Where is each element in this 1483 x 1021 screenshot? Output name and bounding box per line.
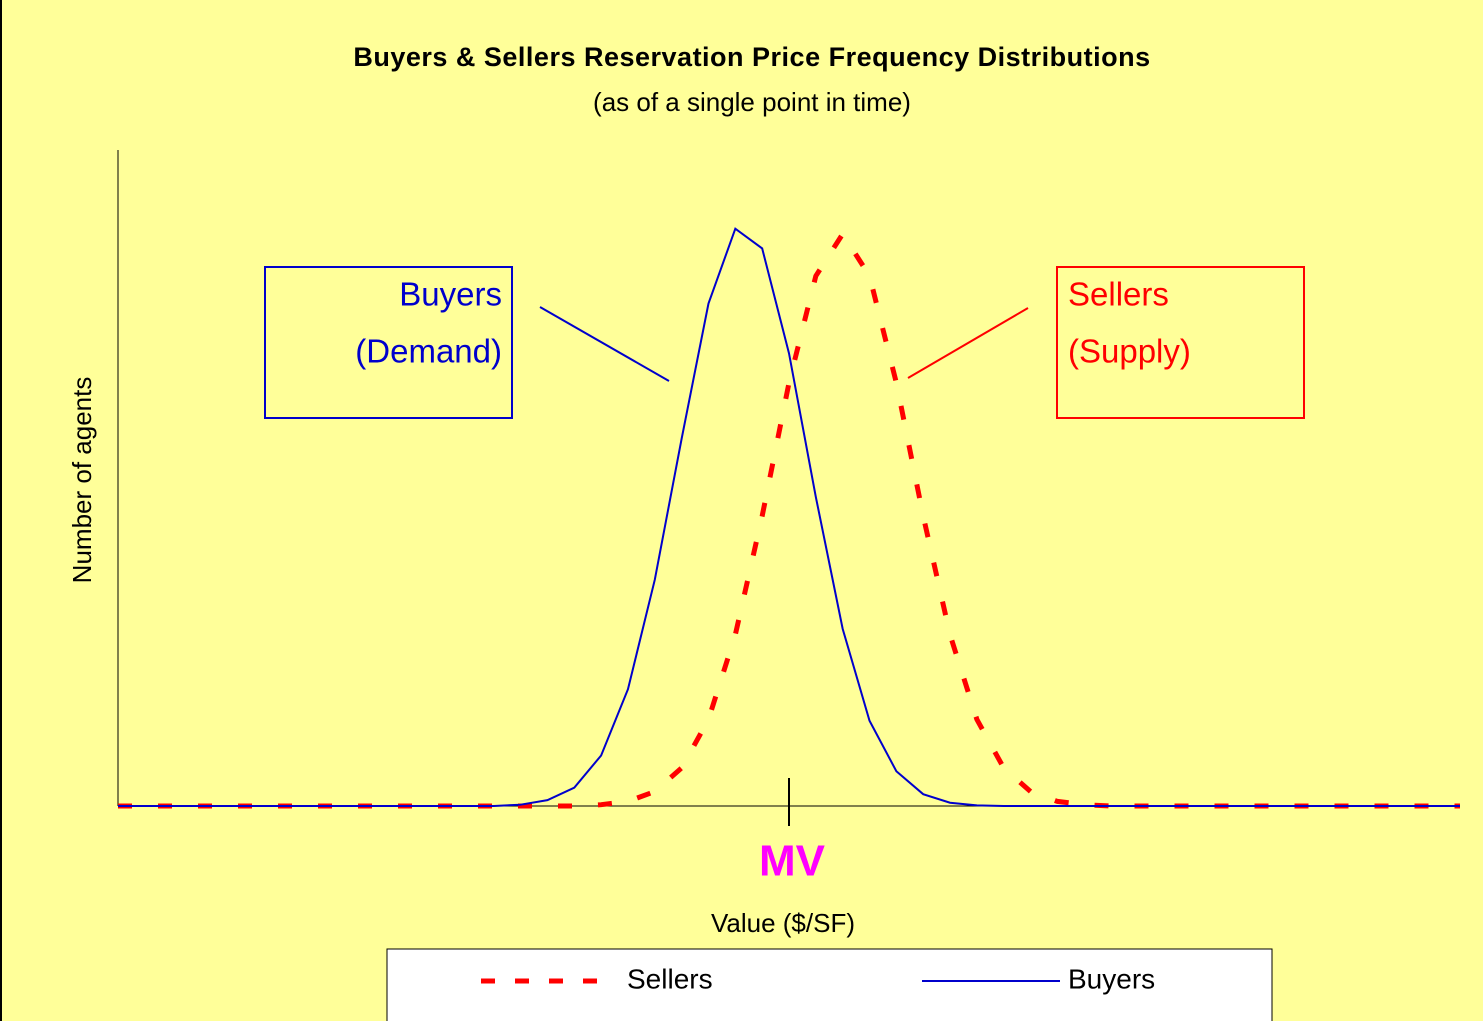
series-line: [118, 227, 1460, 807]
marker-label: MV: [759, 837, 826, 886]
annotation-box: [264, 266, 513, 419]
x-axis-label: Value ($/SF): [711, 908, 855, 938]
y-axis-label: Number of agents: [67, 377, 97, 584]
annotation-text: Sellers: [1068, 276, 1169, 313]
annotation-connector: [907, 307, 1029, 379]
legend-label: Sellers: [627, 963, 713, 994]
legend: [386, 948, 1273, 1021]
annotation-text: (Supply): [1068, 333, 1191, 370]
chart-title: Buyers & Sellers Reservation Price Frequ…: [353, 42, 1150, 72]
annotation-text: Buyers: [399, 276, 502, 313]
chart-subtitle: (as of a single point in time): [593, 87, 911, 117]
annotation-connector: [539, 306, 670, 382]
legend-label: Buyers: [1068, 963, 1155, 994]
annotation-text: (Demand): [355, 333, 502, 370]
annotation-box: [1056, 266, 1305, 419]
